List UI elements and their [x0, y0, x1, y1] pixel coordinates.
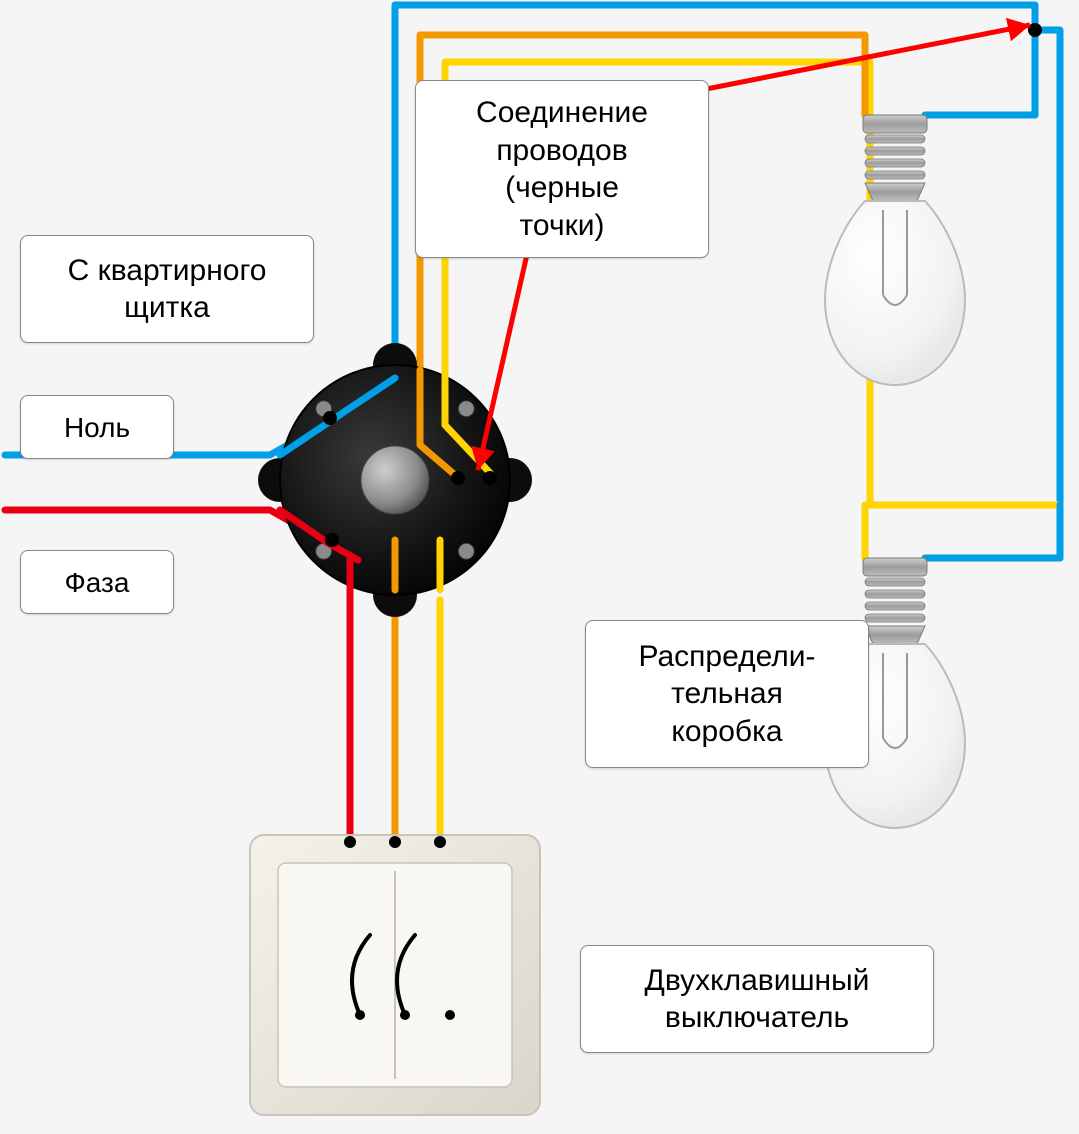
- wire-yellow-tail: [865, 505, 870, 558]
- wire-neutral-to-bulb2: [925, 505, 1060, 558]
- label-phase: Фаза: [20, 550, 174, 614]
- switch-terminal-2: [389, 836, 401, 848]
- label-from-panel: С квартирного щитка: [20, 235, 314, 343]
- arrow-to-junction-nodes: [478, 250, 528, 470]
- label-junction-box: Распредели- тельная коробка: [585, 620, 869, 768]
- node-phase-in: [325, 533, 339, 547]
- bulb-1: [825, 115, 965, 385]
- double-switch: [250, 835, 540, 1115]
- switch-terminal-1: [344, 836, 356, 848]
- label-neutral: Ноль: [20, 395, 174, 459]
- node-to-bulb2: [483, 471, 497, 485]
- node-neutral-tee: [1028, 23, 1042, 37]
- node-neutral-in: [323, 411, 337, 425]
- label-wire-connection: Соединение проводов (черные точки): [415, 80, 709, 258]
- node-to-bulb1: [451, 471, 465, 485]
- label-double-switch: Двухклавишный выключатель: [580, 945, 934, 1053]
- wire-neutral-branch: [1035, 30, 1060, 558]
- switch-terminal-3: [434, 836, 446, 848]
